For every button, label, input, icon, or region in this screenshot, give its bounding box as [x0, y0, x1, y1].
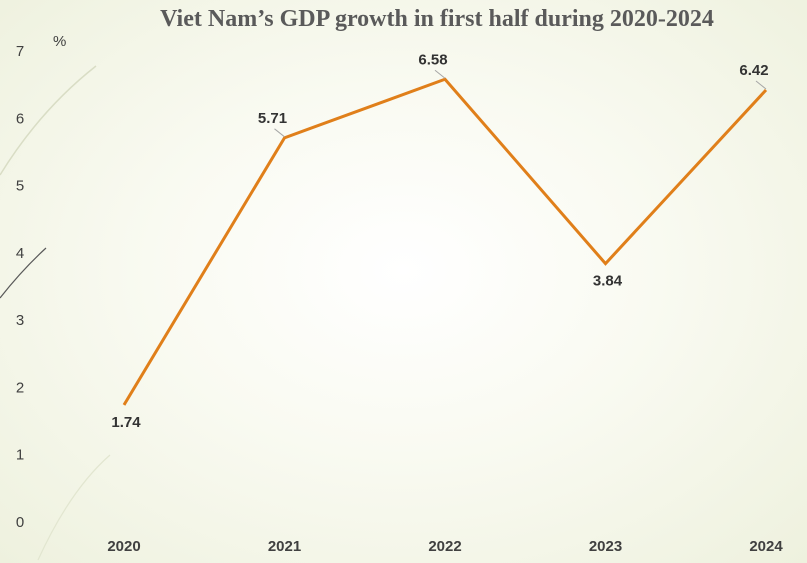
chart-title: Viet Nam’s GDP growth in first half duri… — [160, 6, 714, 32]
x-tick-label: 2021 — [268, 538, 301, 555]
y-tick-label: 3 — [16, 312, 24, 329]
y-tick-label: 6 — [16, 110, 24, 127]
data-label-leader — [755, 80, 767, 90]
data-label-leader — [434, 69, 446, 79]
data-label: 1.74 — [111, 414, 141, 431]
x-tick-label: 2022 — [428, 538, 461, 555]
data-label: 5.71 — [258, 110, 287, 127]
data-label: 6.58 — [418, 51, 447, 68]
decorative-arc — [0, 247, 47, 299]
series-line — [122, 77, 768, 406]
y-tick-label: 5 — [16, 178, 24, 195]
x-tick-label: 2023 — [589, 538, 622, 555]
y-axis-ticks: 0 1 2 3 4 5 6 7 — [16, 43, 24, 531]
data-label: 3.84 — [593, 273, 623, 290]
data-label: 6.42 — [739, 62, 768, 79]
x-tick-label: 2024 — [749, 538, 783, 555]
decorative-arc — [0, 65, 97, 176]
y-tick-label: 2 — [16, 379, 24, 396]
y-tick-label: 7 — [16, 43, 24, 60]
data-label-leader — [274, 128, 285, 138]
data-labels: 1.74 5.71 6.58 3.84 6.42 — [111, 51, 768, 431]
y-tick-label: 4 — [16, 245, 24, 262]
x-axis-ticks: 2020 2021 2022 2023 2024 — [107, 538, 783, 555]
x-tick-label: 2020 — [107, 538, 140, 555]
series-layer — [122, 77, 768, 406]
y-tick-label: 1 — [16, 447, 24, 464]
y-axis-unit-label: % — [53, 33, 66, 50]
decorative-arc — [37, 454, 111, 561]
y-tick-label: 0 — [16, 514, 24, 531]
